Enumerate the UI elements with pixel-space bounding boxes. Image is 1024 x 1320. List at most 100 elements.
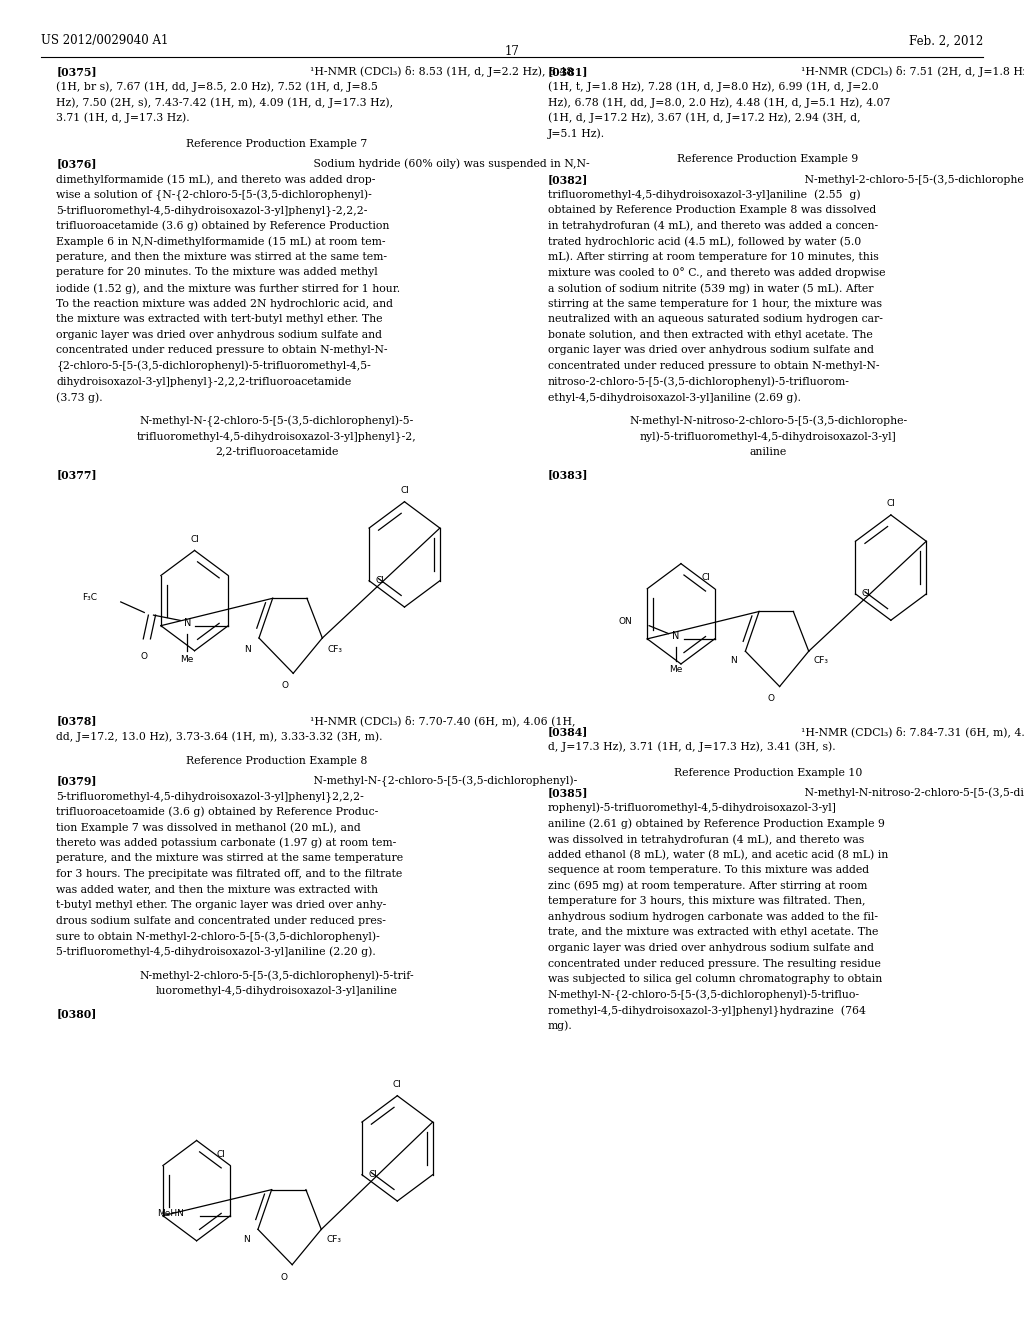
Text: nyl)-5-trifluoromethyl-4,5-dihydroisoxazol-3-yl]: nyl)-5-trifluoromethyl-4,5-dihydroisoxaz…	[640, 432, 896, 442]
Text: perature, and the mixture was stirred at the same temperature: perature, and the mixture was stirred at…	[56, 853, 403, 863]
Text: organic layer was dried over anhydrous sodium sulfate and: organic layer was dried over anhydrous s…	[548, 346, 873, 355]
Text: added ethanol (8 mL), water (8 mL), and acetic acid (8 mL) in: added ethanol (8 mL), water (8 mL), and …	[548, 850, 888, 859]
Text: [0376]: [0376]	[56, 158, 97, 169]
Text: [0382]: [0382]	[548, 174, 588, 185]
Text: romethyl-4,5-dihydroisoxazol-3-yl]phenyl}hydrazine  (764: romethyl-4,5-dihydroisoxazol-3-yl]phenyl…	[548, 1006, 865, 1016]
Text: ethyl-4,5-dihydroisoxazol-3-yl]aniline (2.69 g).: ethyl-4,5-dihydroisoxazol-3-yl]aniline (…	[548, 392, 801, 403]
Text: 3.71 (1H, d, J=17.3 Hz).: 3.71 (1H, d, J=17.3 Hz).	[56, 112, 189, 123]
Text: iodide (1.52 g), and the mixture was further stirred for 1 hour.: iodide (1.52 g), and the mixture was fur…	[56, 282, 400, 293]
Text: (3.73 g).: (3.73 g).	[56, 392, 103, 403]
Text: concentrated under reduced pressure to obtain N-methyl-N-: concentrated under reduced pressure to o…	[548, 360, 880, 371]
Text: dd, J=17.2, 13.0 Hz), 3.73-3.64 (1H, m), 3.33-3.32 (3H, m).: dd, J=17.2, 13.0 Hz), 3.73-3.64 (1H, m),…	[56, 731, 383, 742]
Text: aniline: aniline	[750, 446, 786, 457]
Text: stirring at the same temperature for 1 hour, the mixture was: stirring at the same temperature for 1 h…	[548, 298, 882, 309]
Text: CF₃: CF₃	[328, 644, 342, 653]
Text: O: O	[140, 652, 147, 661]
Text: N-methyl-N-{2-chloro-5-[5-(3,5-dichlorophenyl)-5-trifluo-: N-methyl-N-{2-chloro-5-[5-(3,5-dichlorop…	[548, 990, 860, 1001]
Text: N-methyl-N-nitroso-2-chloro-5-[5-(3,5-dichlo-: N-methyl-N-nitroso-2-chloro-5-[5-(3,5-di…	[795, 787, 1024, 797]
Text: the mixture was extracted with tert-butyl methyl ether. The: the mixture was extracted with tert-buty…	[56, 314, 383, 325]
Text: [0384]: [0384]	[548, 726, 588, 737]
Text: N-methyl-2-chloro-5-[5-(3,5-dichlorophenyl)-5-: N-methyl-2-chloro-5-[5-(3,5-dichlorophen…	[795, 174, 1024, 185]
Text: bonate solution, and then extracted with ethyl acetate. The: bonate solution, and then extracted with…	[548, 330, 872, 339]
Text: dihydroisoxazol-3-yl]phenyl}-2,2,2-trifluoroacetamide: dihydroisoxazol-3-yl]phenyl}-2,2,2-trifl…	[56, 376, 351, 387]
Text: in tetrahydrofuran (4 mL), and thereto was added a concen-: in tetrahydrofuran (4 mL), and thereto w…	[548, 220, 878, 231]
Text: [0375]: [0375]	[56, 66, 97, 77]
Text: trated hydrochloric acid (4.5 mL), followed by water (5.0: trated hydrochloric acid (4.5 mL), follo…	[548, 236, 861, 247]
Text: F₃C: F₃C	[82, 594, 97, 602]
Text: organic layer was dried over anhydrous sodium sulfate and: organic layer was dried over anhydrous s…	[548, 942, 873, 953]
Text: temperature for 3 hours, this mixture was filtrated. Then,: temperature for 3 hours, this mixture wa…	[548, 896, 865, 907]
Text: Reference Production Example 9: Reference Production Example 9	[677, 154, 859, 165]
Text: N: N	[672, 631, 680, 642]
Text: 2,2-trifluoroacetamide: 2,2-trifluoroacetamide	[215, 446, 338, 457]
Text: trate, and the mixture was extracted with ethyl acetate. The: trate, and the mixture was extracted wit…	[548, 928, 879, 937]
Text: trifluoroacetamide (3.6 g) obtained by Reference Production: trifluoroacetamide (3.6 g) obtained by R…	[56, 220, 390, 231]
Text: O: O	[768, 694, 774, 704]
Text: N-methyl-N-{2-chloro-5-[5-(3,5-dichlorophenyl)-5-: N-methyl-N-{2-chloro-5-[5-(3,5-dichlorop…	[139, 416, 414, 426]
Text: trifluoromethyl-4,5-dihydroisoxazol-3-yl]aniline  (2.55  g): trifluoromethyl-4,5-dihydroisoxazol-3-yl…	[548, 190, 860, 201]
Text: (1H, t, J=1.8 Hz), 7.28 (1H, d, J=8.0 Hz), 6.99 (1H, d, J=2.0: (1H, t, J=1.8 Hz), 7.28 (1H, d, J=8.0 Hz…	[548, 82, 879, 92]
Text: Hz), 6.78 (1H, dd, J=8.0, 2.0 Hz), 4.48 (1H, d, J=5.1 Hz), 4.07: Hz), 6.78 (1H, dd, J=8.0, 2.0 Hz), 4.48 …	[548, 98, 890, 108]
Text: [0385]: [0385]	[548, 787, 589, 799]
Text: ¹H-NMR (CDCl₃) δ: 7.84-7.31 (6H, m), 4.09 (1H,: ¹H-NMR (CDCl₃) δ: 7.84-7.31 (6H, m), 4.0…	[795, 726, 1024, 737]
Text: mL). After stirring at room temperature for 10 minutes, this: mL). After stirring at room temperature …	[548, 252, 879, 263]
Text: Cl: Cl	[216, 1150, 225, 1159]
Text: dimethylformamide (15 mL), and thereto was added drop-: dimethylformamide (15 mL), and thereto w…	[56, 174, 376, 185]
Text: Cl: Cl	[375, 577, 384, 585]
Text: N-methyl-N-nitroso-2-chloro-5-[5-(3,5-dichlorophe-: N-methyl-N-nitroso-2-chloro-5-[5-(3,5-di…	[629, 416, 907, 426]
Text: Sodium hydride (60% oily) was suspended in N,N-: Sodium hydride (60% oily) was suspended …	[303, 158, 590, 169]
Text: US 2012/0029040 A1: US 2012/0029040 A1	[41, 34, 168, 48]
Text: Cl: Cl	[701, 573, 711, 582]
Text: a solution of sodium nitrite (539 mg) in water (5 mL). After: a solution of sodium nitrite (539 mg) in…	[548, 282, 873, 293]
Text: Example 6 in N,N-dimethylformamide (15 mL) at room tem-: Example 6 in N,N-dimethylformamide (15 m…	[56, 236, 386, 247]
Text: Me: Me	[180, 655, 194, 664]
Text: N: N	[243, 1234, 250, 1243]
Text: Cl: Cl	[393, 1080, 401, 1089]
Text: [0379]: [0379]	[56, 775, 97, 787]
Text: ¹H-NMR (CDCl₃) δ: 7.70-7.40 (6H, m), 4.06 (1H,: ¹H-NMR (CDCl₃) δ: 7.70-7.40 (6H, m), 4.0…	[303, 715, 575, 726]
Text: Reference Production Example 10: Reference Production Example 10	[674, 768, 862, 777]
Text: N: N	[183, 618, 191, 628]
Text: [0380]: [0380]	[56, 1008, 96, 1019]
Text: drous sodium sulfate and concentrated under reduced pres-: drous sodium sulfate and concentrated un…	[56, 916, 386, 925]
Text: ¹H-NMR (CDCl₃) δ: 7.51 (2H, d, J=1.8 Hz), 7.42: ¹H-NMR (CDCl₃) δ: 7.51 (2H, d, J=1.8 Hz)…	[795, 66, 1024, 77]
Text: MeHN: MeHN	[158, 1209, 184, 1217]
Text: perature, and then the mixture was stirred at the same tem-: perature, and then the mixture was stirr…	[56, 252, 387, 261]
Text: N: N	[244, 644, 251, 653]
Text: sure to obtain N-methyl-2-chloro-5-[5-(3,5-dichlorophenyl)-: sure to obtain N-methyl-2-chloro-5-[5-(3…	[56, 931, 380, 941]
Text: N-methyl-N-{2-chloro-5-[5-(3,5-dichlorophenyl)-: N-methyl-N-{2-chloro-5-[5-(3,5-dichlorop…	[303, 775, 578, 787]
Text: was dissolved in tetrahydrofuran (4 mL), and thereto was: was dissolved in tetrahydrofuran (4 mL),…	[548, 834, 864, 845]
Text: rophenyl)-5-trifluoromethyl-4,5-dihydroisoxazol-3-yl]: rophenyl)-5-trifluoromethyl-4,5-dihydroi…	[548, 803, 837, 813]
Text: [0381]: [0381]	[548, 66, 589, 77]
Text: O: O	[281, 1272, 287, 1282]
Text: ON: ON	[618, 618, 633, 626]
Text: organic layer was dried over anhydrous sodium sulfate and: organic layer was dried over anhydrous s…	[56, 330, 382, 339]
Text: [0377]: [0377]	[56, 469, 97, 480]
Text: obtained by Reference Production Example 8 was dissolved: obtained by Reference Production Example…	[548, 205, 877, 215]
Text: was subjected to silica gel column chromatography to obtain: was subjected to silica gel column chrom…	[548, 974, 882, 985]
Text: was added water, and then the mixture was extracted with: was added water, and then the mixture wa…	[56, 884, 378, 895]
Text: zinc (695 mg) at room temperature. After stirring at room: zinc (695 mg) at room temperature. After…	[548, 880, 867, 891]
Text: O: O	[282, 681, 288, 690]
Text: sequence at room temperature. To this mixture was added: sequence at room temperature. To this mi…	[548, 865, 869, 875]
Text: concentrated under reduced pressure to obtain N-methyl-N-: concentrated under reduced pressure to o…	[56, 346, 388, 355]
Text: Cl: Cl	[400, 486, 409, 495]
Text: N: N	[730, 656, 737, 665]
Text: neutralized with an aqueous saturated sodium hydrogen car-: neutralized with an aqueous saturated so…	[548, 314, 883, 325]
Text: CF₃: CF₃	[814, 656, 828, 665]
Text: (1H, br s), 7.67 (1H, dd, J=8.5, 2.0 Hz), 7.52 (1H, d, J=8.5: (1H, br s), 7.67 (1H, dd, J=8.5, 2.0 Hz)…	[56, 82, 378, 92]
Text: trifluoroacetoamide (3.6 g) obtained by Reference Produc-: trifluoroacetoamide (3.6 g) obtained by …	[56, 807, 379, 817]
Text: for 3 hours. The precipitate was filtrated off, and to the filtrate: for 3 hours. The precipitate was filtrat…	[56, 869, 402, 879]
Text: Reference Production Example 7: Reference Production Example 7	[185, 139, 368, 149]
Text: 17: 17	[505, 45, 519, 58]
Text: concentrated under reduced pressure. The resulting residue: concentrated under reduced pressure. The…	[548, 958, 881, 969]
Text: 5-trifluoromethyl-4,5-dihydroisoxazol-3-yl]phenyl}-2,2,2-: 5-trifluoromethyl-4,5-dihydroisoxazol-3-…	[56, 205, 368, 216]
Text: Cl: Cl	[887, 499, 895, 508]
Text: wise a solution of {N-{2-chloro-5-[5-(3,5-dichlorophenyl)-: wise a solution of {N-{2-chloro-5-[5-(3,…	[56, 190, 372, 201]
Text: tion Example 7 was dissolved in methanol (20 mL), and: tion Example 7 was dissolved in methanol…	[56, 822, 361, 833]
Text: perature for 20 minutes. To the mixture was added methyl: perature for 20 minutes. To the mixture …	[56, 268, 378, 277]
Text: Cl: Cl	[368, 1171, 377, 1179]
Text: {2-chloro-5-[5-(3,5-dichlorophenyl)-5-trifluoromethyl-4,5-: {2-chloro-5-[5-(3,5-dichlorophenyl)-5-tr…	[56, 360, 371, 372]
Text: Me: Me	[669, 665, 682, 675]
Text: Hz), 7.50 (2H, s), 7.43-7.42 (1H, m), 4.09 (1H, d, J=17.3 Hz),: Hz), 7.50 (2H, s), 7.43-7.42 (1H, m), 4.…	[56, 98, 393, 108]
